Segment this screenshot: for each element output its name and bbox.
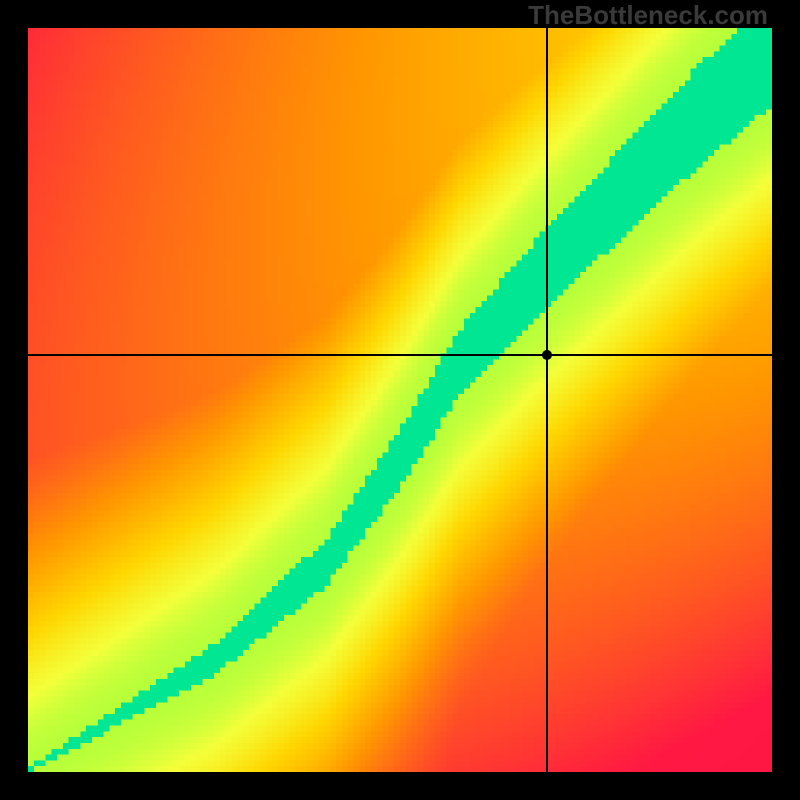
chart-frame: TheBottleneck.com <box>0 0 800 800</box>
crosshair-horizontal <box>28 354 772 356</box>
watermark-text: TheBottleneck.com <box>528 0 768 31</box>
crosshair-vertical <box>546 28 548 772</box>
crosshair-dot <box>541 349 553 361</box>
bottleneck-heatmap <box>28 28 772 772</box>
